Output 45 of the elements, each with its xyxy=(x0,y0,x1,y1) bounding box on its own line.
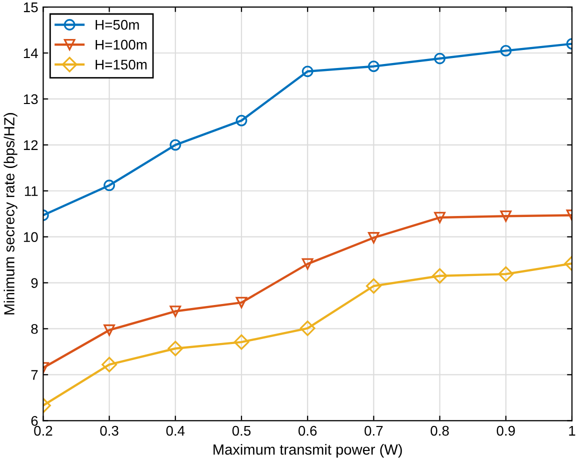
point xyxy=(368,60,380,72)
x-axis-title: Maximum transmit power (W) xyxy=(214,444,402,458)
point xyxy=(434,52,446,64)
point xyxy=(102,356,118,372)
point xyxy=(104,180,115,192)
y-tick-label: 12 xyxy=(24,140,38,150)
x-tick-label: 0.3 xyxy=(100,426,118,436)
point xyxy=(300,320,316,336)
point xyxy=(366,278,382,294)
y-tick-label: 9 xyxy=(31,278,38,288)
point xyxy=(170,306,182,317)
legend-label: H=100m xyxy=(96,40,147,50)
point xyxy=(302,66,314,78)
y-tick-label: 15 xyxy=(24,2,38,12)
point xyxy=(170,139,182,151)
x-tick-label: 0.7 xyxy=(364,426,383,436)
point xyxy=(104,324,115,336)
x-tick-label: 0.5 xyxy=(232,426,251,436)
point xyxy=(500,210,512,222)
x-tick-label: 0.4 xyxy=(166,426,185,436)
y-tick-label: 14 xyxy=(24,48,38,58)
y-tick-label: 13 xyxy=(24,94,38,104)
y-tick-label: 8 xyxy=(31,324,38,334)
y-axis-title: Minimum secrecy rate (bps/HZ) xyxy=(4,113,18,314)
point xyxy=(498,266,514,282)
legend-label: H=150m xyxy=(96,60,147,70)
point xyxy=(234,334,250,350)
y-tick-label: 11 xyxy=(24,186,38,196)
x-tick-label: 0.6 xyxy=(298,426,317,436)
point xyxy=(368,232,380,244)
point xyxy=(236,114,248,126)
x-tick-label: 0.8 xyxy=(430,426,449,436)
point xyxy=(500,45,512,56)
y-tick-label: 10 xyxy=(24,232,38,242)
x-tick-label: 0.2 xyxy=(34,426,52,436)
point xyxy=(432,268,448,284)
x-tick-label: 0.9 xyxy=(496,426,515,436)
legend-label: H=50m xyxy=(96,20,139,30)
point xyxy=(168,340,184,356)
y-tick-label: 7 xyxy=(31,370,38,380)
point xyxy=(302,258,314,270)
x-tick-label: 1 xyxy=(569,426,576,436)
point xyxy=(236,296,248,308)
y-tick-label: 6 xyxy=(31,416,38,426)
point xyxy=(434,212,446,224)
